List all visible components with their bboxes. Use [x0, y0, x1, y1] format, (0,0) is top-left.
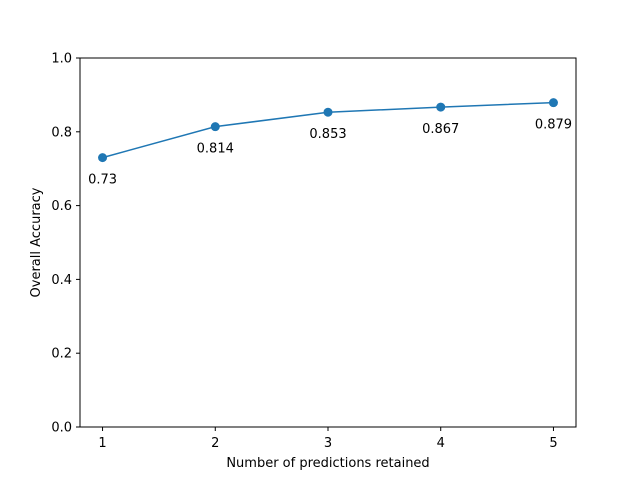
data-point	[548, 98, 558, 108]
series-markers	[98, 98, 558, 163]
data-point	[323, 107, 333, 117]
plot-area	[79, 57, 577, 428]
x-axis-label: Number of predictions retained	[226, 456, 429, 471]
x-tick-label: 4	[437, 436, 445, 451]
data-point	[210, 122, 220, 132]
x-tick-label: 3	[324, 436, 332, 451]
y-axis-label: Overall Accuracy	[29, 187, 44, 297]
data-label: 0.853	[309, 127, 346, 142]
y-tick-label: 0.4	[51, 273, 72, 288]
x-tick-label: 2	[211, 436, 219, 451]
data-label: 0.814	[197, 142, 234, 157]
data-point	[98, 153, 108, 163]
y-tick-label: 0.0	[51, 421, 72, 436]
y-tick-label: 1.0	[51, 52, 72, 67]
y-tick-label: 0.2	[51, 347, 72, 362]
y-axis: 0.0 0.2 0.4 0.6 0.8 1.0	[51, 52, 80, 436]
x-tick-label: 1	[98, 436, 106, 451]
data-label: 0.879	[535, 118, 572, 133]
data-point	[436, 102, 446, 112]
data-labels: 0.73 0.814 0.853 0.867 0.879	[88, 118, 572, 188]
y-tick-label: 0.6	[51, 199, 72, 214]
data-label: 0.73	[88, 173, 117, 188]
y-tick-label: 0.8	[51, 125, 72, 140]
data-label: 0.867	[422, 122, 459, 137]
x-axis: 1 2 3 4 5	[98, 427, 558, 451]
x-tick-label: 5	[549, 436, 557, 451]
